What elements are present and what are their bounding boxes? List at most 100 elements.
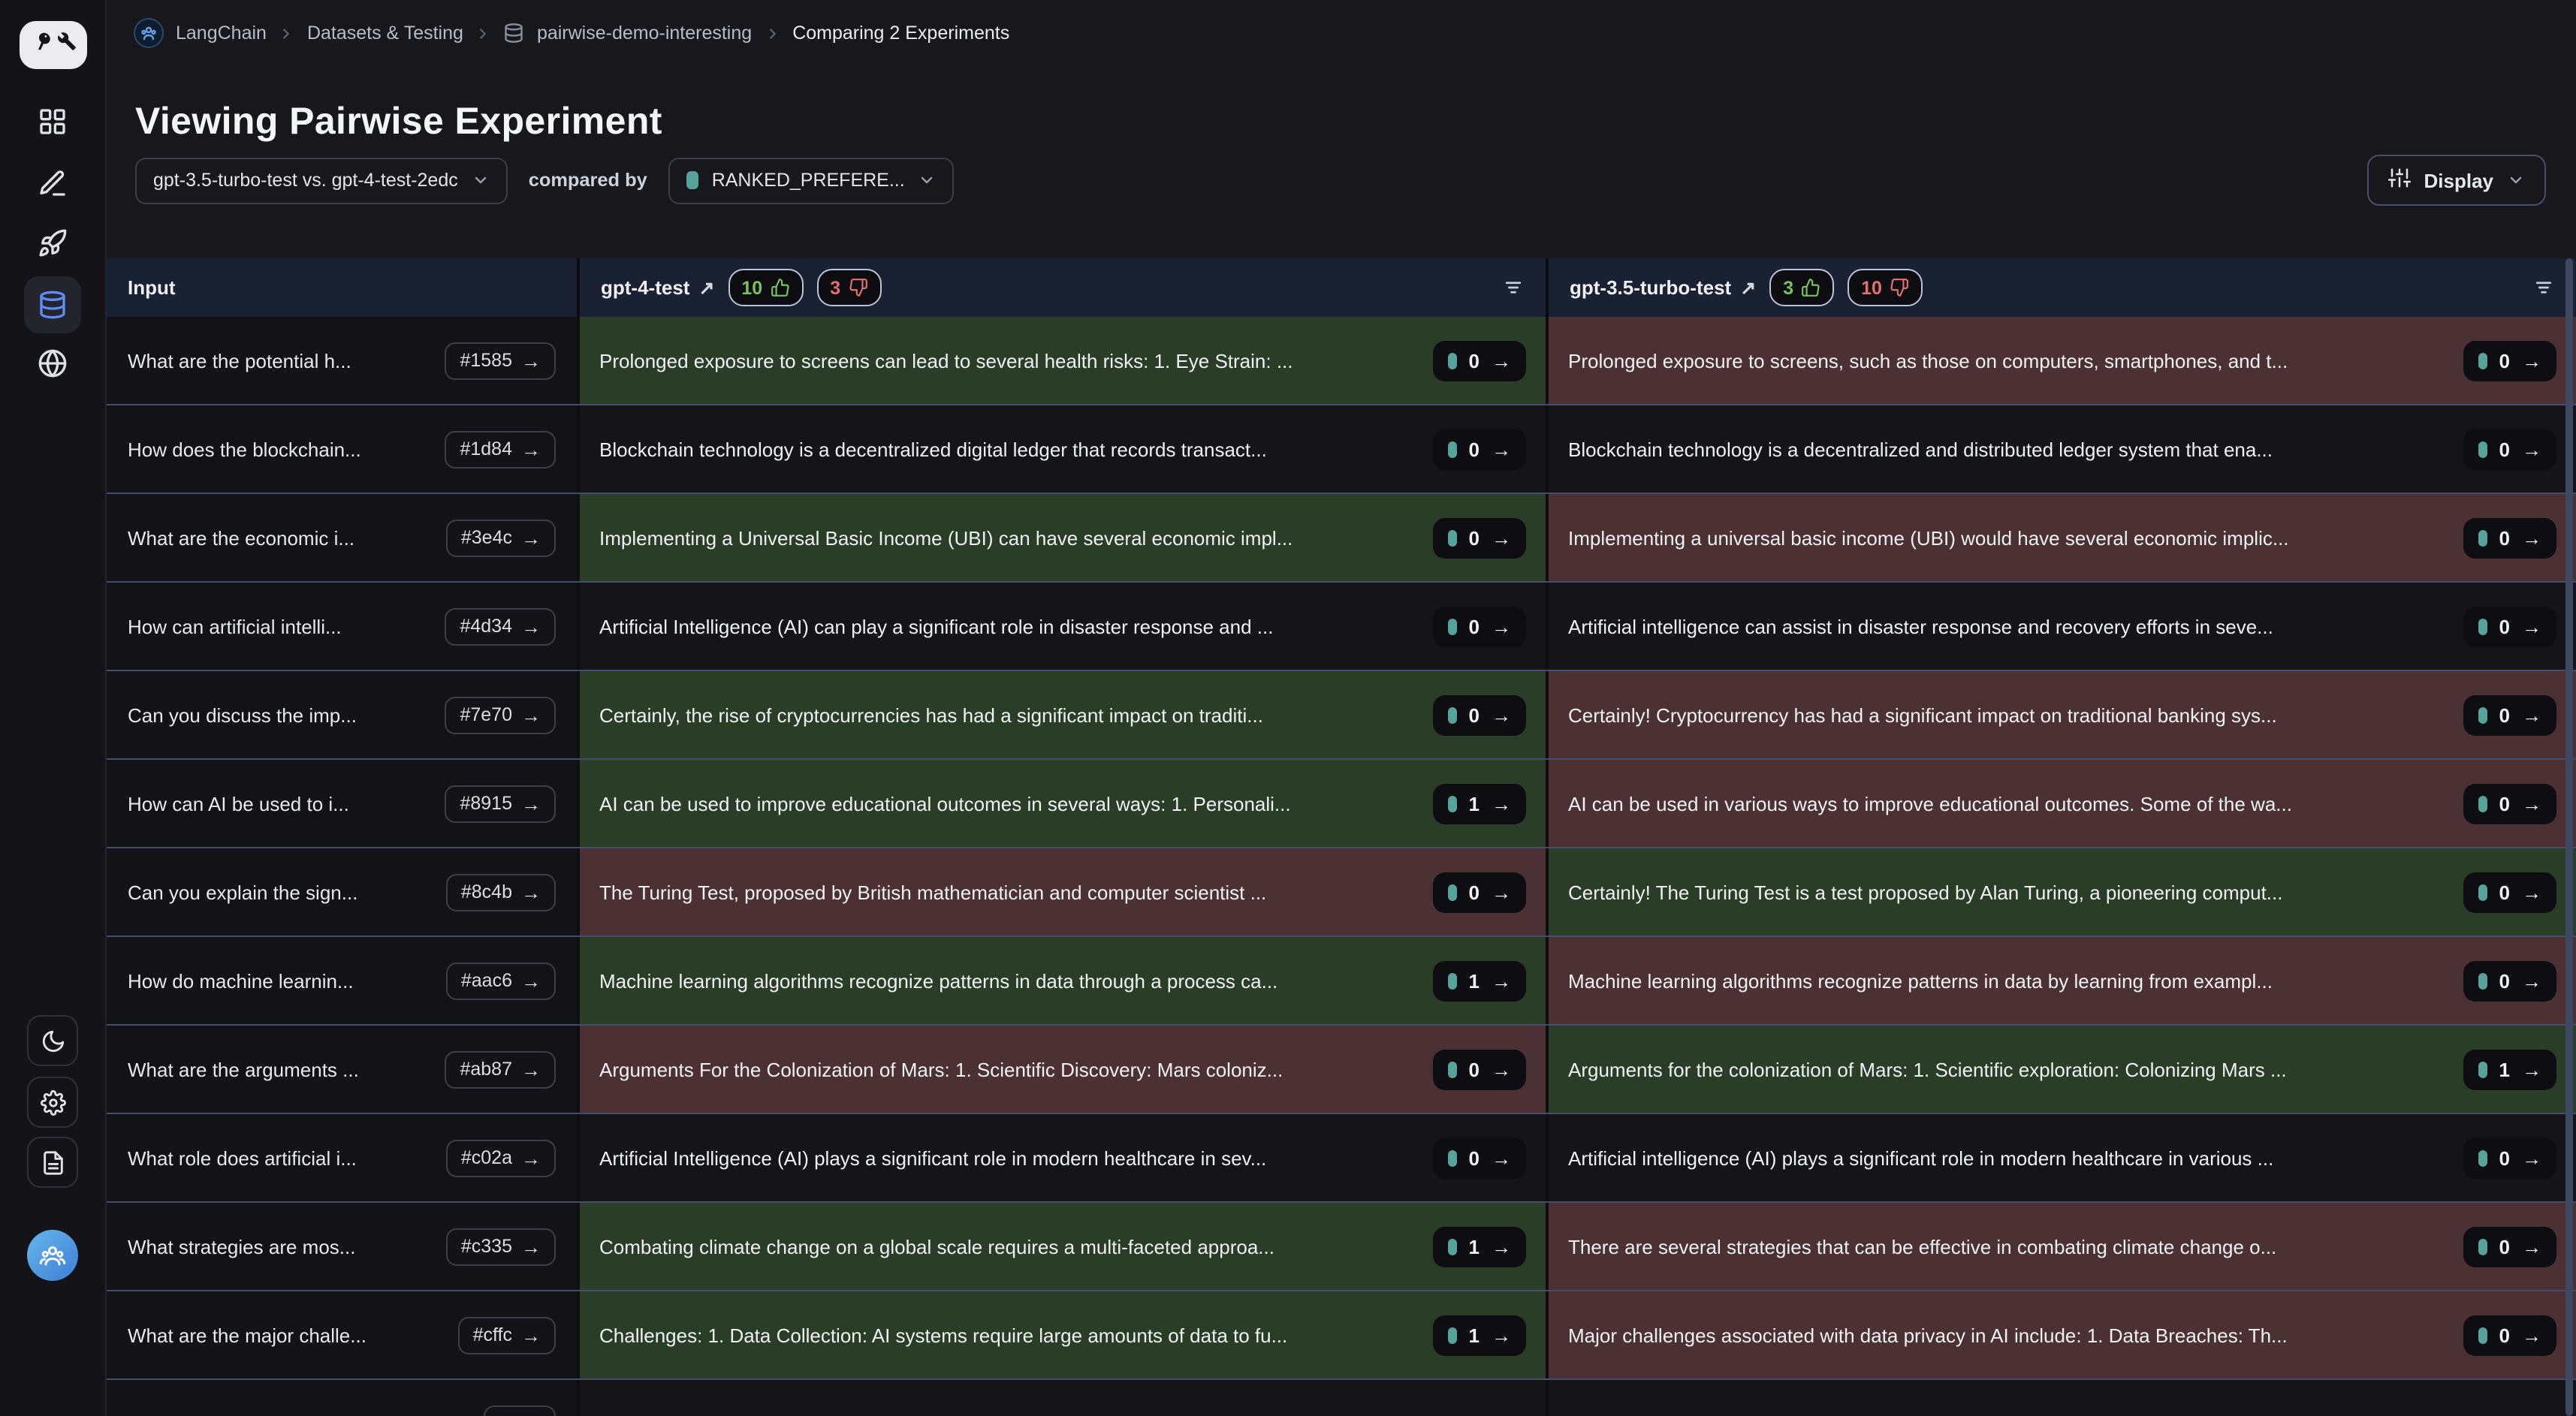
feedback-count-badge[interactable]: 0 → (1432, 1049, 1526, 1089)
output-cell-gpt-4-test[interactable]: Implementing a Universal Basic Income (U… (580, 494, 1549, 581)
input-cell[interactable] (107, 1380, 580, 1416)
settings-button[interactable] (27, 1077, 78, 1128)
input-cell[interactable]: What strategies are mos... #c335 → (107, 1203, 580, 1290)
feedback-count-badge[interactable]: 0 → (2463, 1315, 2556, 1355)
input-cell[interactable]: What are the major challe... #cffc → (107, 1291, 580, 1378)
feedback-count-badge[interactable]: 0 → (1432, 1137, 1526, 1178)
feedback-count-badge[interactable]: 0 → (2463, 1226, 2556, 1267)
example-id-badge[interactable]: #3e4c → (445, 519, 556, 556)
output-cell-gpt-4-test[interactable]: Machine learning algorithms recognize pa… (580, 937, 1549, 1024)
breadcrumb-org[interactable]: LangChain (176, 23, 267, 44)
feedback-count-badge[interactable]: 0 → (1432, 872, 1526, 912)
example-id-badge[interactable]: #7e70 → (445, 696, 556, 734)
example-id-badge[interactable] (484, 1405, 556, 1416)
feedback-count-badge[interactable]: 0 → (1432, 694, 1526, 735)
input-cell[interactable]: What role does artificial i... #c02a → (107, 1114, 580, 1201)
example-id-badge[interactable]: #1585 → (445, 342, 556, 379)
output-cell-gpt-3-5-turbo-test[interactable]: Machine learning algorithms recognize pa… (1549, 937, 2576, 1024)
feedback-count-badge[interactable]: 0 → (1432, 606, 1526, 646)
theme-toggle-button[interactable] (27, 1015, 78, 1066)
sidebar-item-annotations[interactable] (24, 155, 81, 212)
feedback-count-badge[interactable]: 0 → (2463, 694, 2556, 735)
breadcrumb-section[interactable]: Datasets & Testing (306, 23, 463, 44)
feedback-count-badge[interactable]: 0 → (1432, 340, 1526, 381)
output-cell-gpt-3-5-turbo-test[interactable]: Blockchain technology is a decentralized… (1549, 405, 2576, 493)
example-id-badge[interactable]: #c335 → (445, 1228, 556, 1265)
output-cell-gpt-4-test[interactable]: Prolonged exposure to screens can lead t… (580, 317, 1549, 404)
output-cell-gpt-4-test[interactable]: Blockchain technology is a decentralized… (580, 405, 1549, 493)
output-cell-gpt-3-5-turbo-test[interactable]: Prolonged exposure to screens, such as t… (1549, 317, 2576, 404)
feedback-count-badge[interactable]: 0 → (2463, 340, 2556, 381)
experiment-link-gpt-4-test[interactable]: gpt-4-test ↗ (601, 276, 715, 299)
example-id-badge[interactable]: #aac6 → (445, 962, 556, 999)
thumbs-up-badge[interactable]: 3 (1769, 269, 1835, 306)
feedback-count-badge[interactable]: 1 → (1432, 783, 1526, 824)
vertical-scrollbar[interactable] (2565, 258, 2573, 1416)
output-cell-gpt-3-5-turbo-test[interactable]: Artificial intelligence can assist in di… (1549, 583, 2576, 670)
example-id-badge[interactable]: #ab87 → (445, 1050, 556, 1088)
output-cell-gpt-3-5-turbo-test[interactable]: There are several strategies that can be… (1549, 1203, 2576, 1290)
feedback-count-badge[interactable]: 1 → (1432, 960, 1526, 1001)
output-cell-gpt-3-5-turbo-test[interactable] (1549, 1380, 2576, 1416)
feedback-key-select[interactable]: RANKED_PREFERE... (668, 157, 955, 203)
example-id-badge[interactable]: #8c4b → (445, 873, 556, 911)
thumbs-down-badge[interactable]: 3 (816, 269, 882, 306)
example-id-badge[interactable]: #cffc → (457, 1316, 556, 1354)
avatar[interactable] (27, 1230, 78, 1281)
filter-icon[interactable] (1502, 276, 1525, 299)
feedback-count-badge[interactable]: 0 → (2463, 606, 2556, 646)
example-id-badge[interactable]: #1d84 → (445, 430, 556, 468)
output-cell-gpt-4-test[interactable]: AI can be used to improve educational ou… (580, 760, 1549, 847)
thumbs-up-badge[interactable]: 10 (728, 269, 804, 306)
output-cell-gpt-3-5-turbo-test[interactable]: Implementing a universal basic income (U… (1549, 494, 2576, 581)
output-cell-gpt-4-test[interactable]: The Turing Test, proposed by British mat… (580, 848, 1549, 935)
experiment-pair-select[interactable]: gpt-3.5-turbo-test vs. gpt-4-test-2edc (135, 157, 508, 203)
sidebar-item-hub[interactable] (24, 335, 81, 392)
output-cell-gpt-3-5-turbo-test[interactable]: Arguments for the colonization of Mars: … (1549, 1026, 2576, 1113)
breadcrumb-dataset[interactable]: pairwise-demo-interesting (536, 23, 753, 44)
input-cell[interactable]: Can you discuss the imp... #7e70 → (107, 671, 580, 758)
example-id-badge[interactable]: #c02a → (445, 1139, 556, 1176)
feedback-count-badge[interactable]: 0 → (2463, 1137, 2556, 1178)
output-cell-gpt-4-test[interactable] (580, 1380, 1549, 1416)
output-cell-gpt-4-test[interactable]: Certainly, the rise of cryptocurrencies … (580, 671, 1549, 758)
experiment-link-gpt-3-5-turbo-test[interactable]: gpt-3.5-turbo-test ↗ (1570, 276, 1757, 299)
output-cell-gpt-3-5-turbo-test[interactable]: AI can be used in various ways to improv… (1549, 760, 2576, 847)
input-cell[interactable]: What are the arguments ... #ab87 → (107, 1026, 580, 1113)
feedback-count-badge[interactable]: 0 → (2463, 872, 2556, 912)
filter-icon[interactable] (2532, 276, 2555, 299)
input-cell[interactable]: How can AI be used to i... #8915 → (107, 760, 580, 847)
example-id-badge[interactable]: #8915 → (445, 785, 556, 822)
thumbs-down-badge[interactable]: 10 (1848, 269, 1923, 306)
input-cell[interactable]: Can you explain the sign... #8c4b → (107, 848, 580, 935)
feedback-count-badge[interactable]: 1 → (1432, 1315, 1526, 1355)
output-cell-gpt-3-5-turbo-test[interactable]: Certainly! Cryptocurrency has had a sign… (1549, 671, 2576, 758)
input-cell[interactable]: What are the economic i... #3e4c → (107, 494, 580, 581)
feedback-count-badge[interactable]: 0 → (1432, 429, 1526, 469)
output-cell-gpt-4-test[interactable]: Challenges: 1. Data Collection: AI syste… (580, 1291, 1549, 1378)
output-cell-gpt-3-5-turbo-test[interactable]: Major challenges associated with data pr… (1549, 1291, 2576, 1378)
langsmith-logo[interactable] (20, 21, 87, 69)
feedback-count-badge[interactable]: 0 → (1432, 517, 1526, 558)
input-cell[interactable]: What are the potential h... #1585 → (107, 317, 580, 404)
input-cell[interactable]: How does the blockchain... #1d84 → (107, 405, 580, 493)
input-cell[interactable]: How do machine learnin... #aac6 → (107, 937, 580, 1024)
sidebar-item-deployments[interactable] (24, 215, 81, 272)
output-cell-gpt-3-5-turbo-test[interactable]: Artificial intelligence (AI) plays a sig… (1549, 1114, 2576, 1201)
sidebar-item-datasets[interactable] (24, 276, 81, 333)
feedback-count-badge[interactable]: 0 → (2463, 517, 2556, 558)
output-cell-gpt-4-test[interactable]: Arguments For the Colonization of Mars: … (580, 1026, 1549, 1113)
feedback-count-badge[interactable]: 1 → (2463, 1049, 2556, 1089)
output-cell-gpt-4-test[interactable]: Artificial Intelligence (AI) can play a … (580, 583, 1549, 670)
feedback-count-badge[interactable]: 0 → (2463, 960, 2556, 1001)
feedback-count-badge[interactable]: 0 → (2463, 429, 2556, 469)
display-button[interactable]: Display (2366, 155, 2546, 206)
docs-button[interactable] (27, 1137, 78, 1188)
feedback-count-badge[interactable]: 1 → (1432, 1226, 1526, 1267)
feedback-count-badge[interactable]: 0 → (2463, 783, 2556, 824)
output-cell-gpt-4-test[interactable]: Combating climate change on a global sca… (580, 1203, 1549, 1290)
input-cell[interactable]: How can artificial intelli... #4d34 → (107, 583, 580, 670)
example-id-badge[interactable]: #4d34 → (445, 607, 556, 645)
output-cell-gpt-3-5-turbo-test[interactable]: Certainly! The Turing Test is a test pro… (1549, 848, 2576, 935)
output-cell-gpt-4-test[interactable]: Artificial Intelligence (AI) plays a sig… (580, 1114, 1549, 1201)
